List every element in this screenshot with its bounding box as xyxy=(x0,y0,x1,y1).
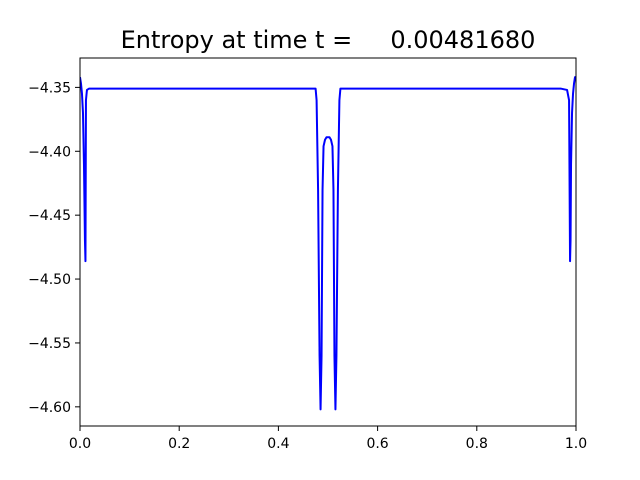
series-line-0 xyxy=(80,76,576,411)
x-tick-label: 0.8 xyxy=(466,436,488,452)
x-tick-label: 1.0 xyxy=(565,436,587,452)
y-tick-label: −4.35 xyxy=(28,80,71,96)
y-tick-label: −4.50 xyxy=(28,272,71,288)
axes-frame xyxy=(79,57,577,427)
y-tick-label: −4.60 xyxy=(28,400,71,416)
x-tick-label: 0.4 xyxy=(267,436,289,452)
y-tick-label: −4.40 xyxy=(28,144,71,160)
x-axis: 0.0 0.2 0.4 0.6 0.8 1.0 xyxy=(69,426,587,452)
x-tick-label: 0.2 xyxy=(168,436,190,452)
chart-title: Entropy at time t = 0.00481680 xyxy=(121,26,536,54)
y-tick-label: −4.55 xyxy=(28,336,71,352)
y-tick-label: −4.45 xyxy=(28,208,71,224)
x-tick-label: 0.0 xyxy=(69,436,91,452)
x-tick-label: 0.6 xyxy=(366,436,388,452)
y-axis: −4.35 −4.40 −4.45 −4.50 −4.55 −4.60 xyxy=(28,80,80,416)
plot-area xyxy=(80,76,576,411)
